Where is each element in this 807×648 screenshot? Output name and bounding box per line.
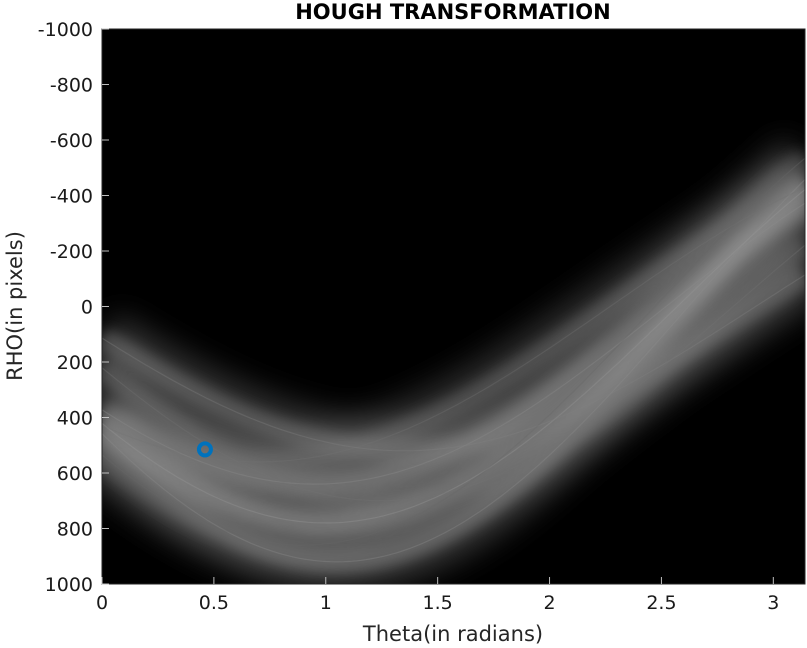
y-tick-label: 400 bbox=[57, 408, 93, 430]
chart-title: HOUGH TRANSFORMATION bbox=[295, 0, 611, 24]
heatmap-band-line-2 bbox=[102, 202, 805, 485]
heatmap-band-line-1 bbox=[102, 189, 805, 524]
x-axis-label: Theta(in radians) bbox=[362, 622, 543, 646]
y-tick-label: 600 bbox=[57, 463, 93, 485]
plot-area bbox=[101, 28, 806, 585]
heatmap-bands bbox=[102, 149, 805, 573]
y-axis-label: RHO(in pixels) bbox=[3, 231, 27, 381]
y-axis-ticks: -1000 -800 -600 -400 -200 0 200 400 600 800 1000 bbox=[38, 19, 109, 596]
x-tick-label: 2 bbox=[543, 592, 555, 614]
x-axis-ticks: 0 0.5 1 1.5 2 2.5 3 bbox=[96, 577, 779, 614]
x-tick-label: 1.5 bbox=[423, 592, 453, 614]
heatmap-band-line-5 bbox=[102, 244, 805, 502]
heatmap-band-line-6 bbox=[102, 157, 805, 546]
y-tick-label: -200 bbox=[50, 241, 93, 263]
y-tick-label: -400 bbox=[50, 186, 93, 208]
y-tick-label: -1000 bbox=[38, 19, 93, 41]
heatmap-band-line-0 bbox=[102, 179, 805, 563]
heatmap-band-line-3 bbox=[102, 187, 805, 463]
peak-marker bbox=[196, 441, 213, 458]
y-tick-label: -600 bbox=[50, 130, 93, 152]
y-tick-label: 200 bbox=[57, 352, 93, 374]
y-tick-label: 0 bbox=[81, 297, 93, 319]
heatmap-band-line-4 bbox=[102, 274, 805, 452]
peak-marker-layer bbox=[196, 441, 213, 458]
heatmap-bands-sharp bbox=[102, 157, 805, 563]
x-tick-label: 3 bbox=[767, 592, 779, 614]
y-tick-label: 1000 bbox=[45, 574, 93, 596]
x-tick-label: 2.5 bbox=[646, 592, 676, 614]
heatmap-band-curve-6 bbox=[102, 149, 805, 557]
x-tick-label: 1 bbox=[320, 592, 332, 614]
y-tick-label: -800 bbox=[50, 75, 93, 97]
y-tick-label: 800 bbox=[57, 519, 93, 541]
x-tick-label: 0.5 bbox=[199, 592, 229, 614]
x-tick-label: 0 bbox=[96, 592, 108, 614]
